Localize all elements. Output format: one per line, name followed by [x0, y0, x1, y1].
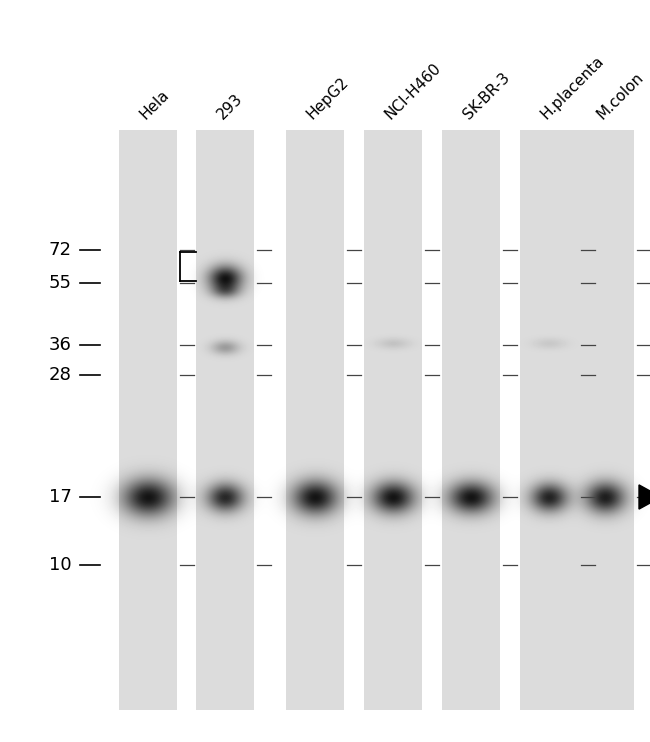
- Text: 17: 17: [49, 488, 72, 506]
- Text: Hela: Hela: [137, 87, 172, 122]
- Text: H.placenta: H.placenta: [538, 53, 607, 122]
- Text: 55: 55: [49, 274, 72, 292]
- Text: M.colon: M.colon: [594, 70, 647, 122]
- Text: 36: 36: [49, 336, 72, 354]
- Text: NCI-H460: NCI-H460: [382, 60, 444, 122]
- Text: 28: 28: [49, 366, 72, 384]
- Text: 72: 72: [49, 241, 72, 259]
- Text: 293: 293: [214, 91, 246, 122]
- Polygon shape: [639, 485, 650, 509]
- Text: SK-BR-3: SK-BR-3: [460, 70, 513, 122]
- Text: 10: 10: [49, 556, 72, 574]
- Text: HepG2: HepG2: [304, 74, 352, 122]
